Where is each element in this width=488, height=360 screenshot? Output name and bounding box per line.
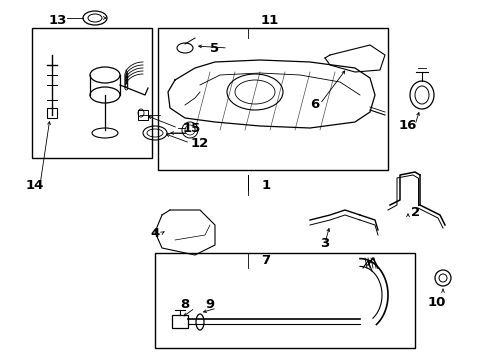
- Bar: [172, 315, 187, 328]
- Text: 4: 4: [150, 226, 159, 239]
- Text: 1: 1: [261, 179, 270, 192]
- Text: 10: 10: [427, 296, 445, 309]
- Text: 6: 6: [310, 98, 319, 111]
- Text: 12: 12: [190, 136, 209, 149]
- Text: 13: 13: [49, 14, 67, 27]
- Text: 8: 8: [180, 298, 189, 311]
- Text: 9: 9: [205, 298, 214, 311]
- Bar: [155, 253, 414, 348]
- Bar: [32, 28, 152, 158]
- Text: 3: 3: [320, 237, 329, 249]
- Text: 15: 15: [183, 122, 201, 135]
- Bar: [158, 28, 387, 170]
- Text: 7: 7: [261, 253, 270, 266]
- Text: 16: 16: [398, 118, 416, 131]
- Text: 5: 5: [210, 41, 219, 54]
- Text: 11: 11: [260, 14, 279, 27]
- Bar: [138, 110, 148, 120]
- Text: 2: 2: [410, 206, 420, 219]
- Text: 14: 14: [26, 179, 44, 192]
- Bar: [47, 108, 57, 118]
